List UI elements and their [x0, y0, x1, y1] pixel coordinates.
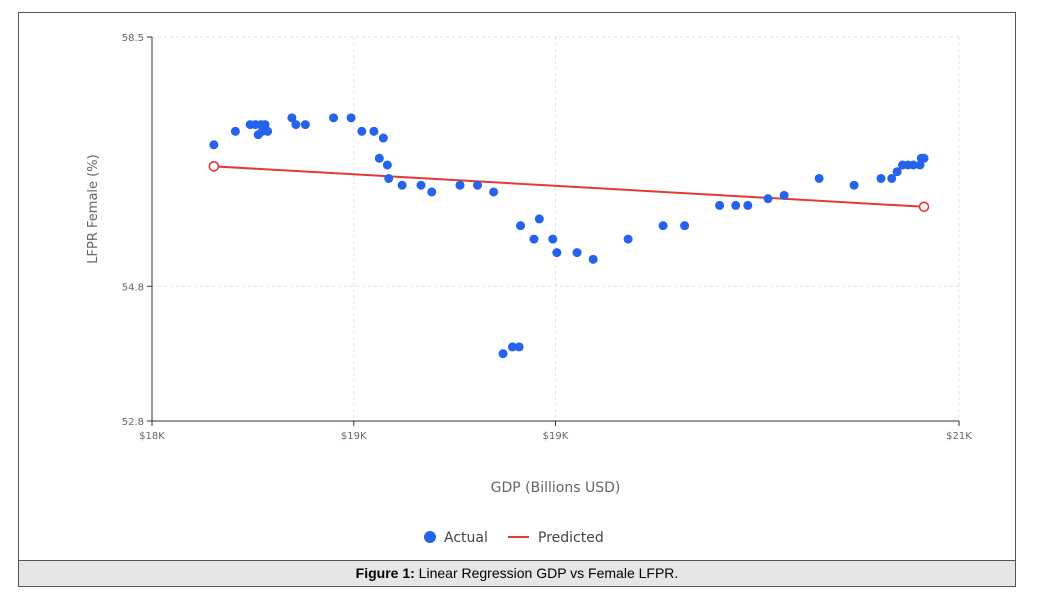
predicted-point [918, 201, 930, 213]
actual-point [300, 120, 310, 130]
actual-point [572, 248, 582, 258]
actual-point [455, 180, 465, 190]
actual-point [209, 140, 219, 150]
actual-point [416, 180, 426, 190]
actual-point [919, 153, 929, 163]
actual-point [260, 120, 270, 130]
actual-point [623, 234, 633, 244]
predicted-series [208, 161, 930, 213]
actual-point [472, 180, 482, 190]
actual-point [287, 113, 297, 123]
actual-point [498, 349, 508, 359]
actual-point [814, 173, 824, 183]
legend: Actual Predicted [424, 530, 604, 546]
actual-point [382, 160, 392, 170]
actual-point [534, 214, 544, 224]
actual-point [514, 342, 524, 352]
grid-lines [152, 36, 960, 421]
actual-point [516, 221, 526, 231]
actual-point [908, 160, 918, 170]
actual-point [489, 187, 499, 197]
x-tick-label: $21K [946, 431, 972, 442]
predicted-point [208, 161, 220, 172]
actual-point [731, 200, 741, 210]
figure-caption: Figure 1: Linear Regression GDP vs Femal… [19, 560, 1015, 586]
y-tick-label: 52.8 [122, 417, 144, 428]
actual-point [507, 342, 517, 352]
actual-point [357, 126, 367, 136]
y-tick-label: 54.8 [122, 282, 144, 293]
actual-point [743, 200, 753, 210]
actual-point [779, 190, 789, 200]
actual-point [397, 180, 407, 190]
caption-label: Figure 1: [355, 565, 415, 581]
actual-point [763, 194, 773, 204]
x-tick-label: $19K [543, 431, 569, 442]
actual-point [230, 126, 240, 136]
actual-point [548, 234, 558, 244]
actual-point [329, 113, 339, 123]
predicted-line [213, 165, 925, 208]
actual-point [374, 153, 384, 163]
actual-point [892, 167, 902, 177]
y-ticks: 52.8 54.8 58.5 [122, 33, 152, 428]
actual-point [849, 180, 859, 190]
actual-point [529, 234, 539, 244]
actual-point [915, 160, 925, 170]
y-tick-label: 58.5 [122, 33, 144, 44]
actual-point [427, 187, 437, 197]
actual-point [715, 200, 725, 210]
actual-point [346, 113, 356, 123]
actual-point [263, 126, 273, 136]
legend-predicted-label: Predicted [538, 530, 604, 546]
x-tick-label: $18K [139, 431, 165, 442]
actual-series [209, 113, 929, 359]
actual-point [384, 173, 394, 183]
actual-point [378, 133, 388, 143]
actual-point [552, 248, 562, 258]
y-axis-title: LFPR Female (%) [86, 154, 101, 263]
actual-point [658, 221, 668, 231]
figure-frame: $18K $19K $19K $21K 52.8 54.8 58.5 GDP (Billi… [18, 12, 1016, 587]
legend-actual-marker [424, 531, 436, 543]
x-ticks: $18K $19K $19K $21K [139, 421, 972, 442]
actual-point [876, 173, 886, 183]
x-tick-label: $19K [341, 431, 367, 442]
actual-point [588, 254, 598, 264]
chart: $18K $19K $19K $21K 52.8 54.8 58.5 GDP (Billi… [86, 33, 972, 546]
actual-point [887, 173, 897, 183]
legend-actual-label: Actual [444, 530, 488, 546]
caption-text: Linear Regression GDP vs Female LFPR. [414, 565, 679, 581]
x-axis-title: GDP (Billions USD) [491, 480, 621, 496]
actual-point [680, 221, 690, 231]
actual-point [291, 120, 301, 130]
actual-point [369, 126, 379, 136]
